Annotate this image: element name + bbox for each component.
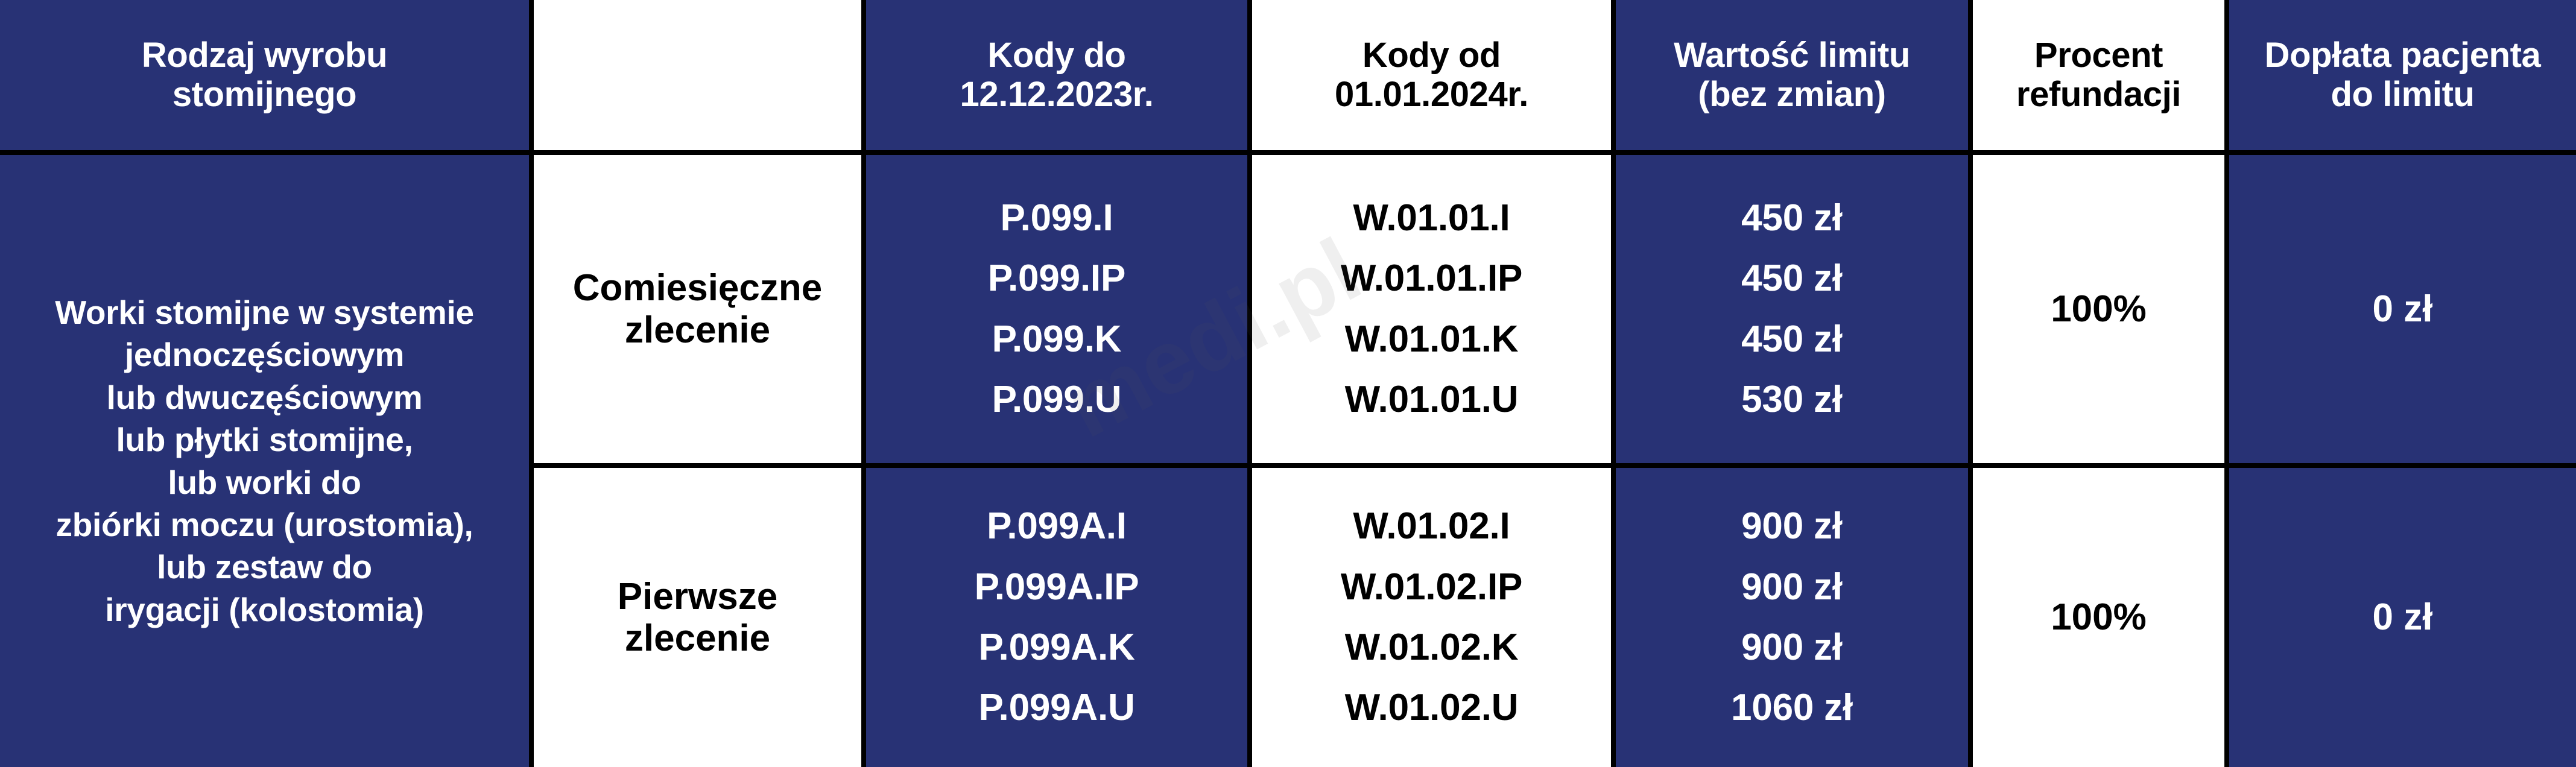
order-type-line: zlecenie xyxy=(624,309,771,351)
header-line: (bez zmian) xyxy=(1698,74,1886,114)
limit-value: 1060 zł xyxy=(1731,687,1853,729)
product-line: irygacji (kolostomia) xyxy=(105,590,424,628)
product-line: lub zestaw do xyxy=(157,548,372,586)
cell-codes-old-row1: P.099.I P.099.IP P.099.K P.099.U xyxy=(866,155,1247,463)
cell-codes-new-row2: W.01.02.I W.01.02.IP W.01.02.K W.01.02.U xyxy=(1252,468,1611,767)
limit-value: 450 zł xyxy=(1741,318,1843,360)
code-new: W.01.02.K xyxy=(1344,627,1519,668)
cell-refund-percent-row1: 100% xyxy=(1973,155,2224,463)
code-new: W.01.01.I xyxy=(1353,197,1510,239)
order-type-line: Comiesięczne xyxy=(572,267,823,309)
code-new: W.01.02.IP xyxy=(1340,566,1523,608)
code-old: P.099A.I xyxy=(987,505,1127,548)
cell-product-description: Worki stomijne w systemie jednoczęściowy… xyxy=(0,155,529,767)
header-line: stomijnego xyxy=(172,74,357,114)
code-old: P.099.I xyxy=(1000,197,1113,239)
product-line: jednoczęściowym xyxy=(124,336,405,374)
header-line: Kody do xyxy=(987,35,1126,75)
header-cell-patient-copay: Dopłata pacjenta do limitu xyxy=(2229,0,2576,150)
code-old: P.099.K xyxy=(992,318,1122,360)
limit-value: 900 zł xyxy=(1741,566,1843,608)
header-line: do limitu xyxy=(2331,74,2475,114)
limit-value: 530 zł xyxy=(1741,378,1843,420)
limit-value: 900 zł xyxy=(1741,505,1843,548)
cell-patient-copay-row1: 0 zł xyxy=(2229,155,2576,463)
header-cell-order-type xyxy=(534,0,861,150)
code-new: W.01.01.U xyxy=(1344,378,1519,420)
code-old: P.099A.K xyxy=(978,627,1135,668)
code-new: W.01.01.IP xyxy=(1340,257,1523,300)
header-cell-refund-percent: Procent refundacji xyxy=(1973,0,2224,150)
code-old: P.099.IP xyxy=(987,257,1126,300)
product-line: lub płytki stomijne, xyxy=(116,421,413,459)
header-cell-codes-old: Kody do 12.12.2023r. xyxy=(866,0,1247,150)
cell-limit-values-row2: 900 zł 900 zł 900 zł 1060 zł xyxy=(1616,468,1968,767)
table-row: Pierwsze zlecenie xyxy=(534,468,861,767)
cell-refund-percent-row2: 100% xyxy=(1973,468,2224,767)
limit-value: 900 zł xyxy=(1741,627,1843,668)
code-old: P.099A.U xyxy=(978,687,1135,729)
cell-codes-old-row2: P.099A.I P.099A.IP P.099A.K P.099A.U xyxy=(866,468,1247,767)
header-cell-codes-new: Kody od 01.01.2024r. xyxy=(1252,0,1611,150)
order-type-line: Pierwsze xyxy=(617,575,778,617)
code-old: P.099.U xyxy=(992,378,1122,420)
limit-value: 450 zł xyxy=(1741,257,1843,300)
code-old: P.099A.IP xyxy=(974,566,1139,608)
header-line: Wartość limitu xyxy=(1674,35,1910,75)
order-type-line: zlecenie xyxy=(624,617,771,659)
code-new: W.01.02.U xyxy=(1344,687,1519,729)
cell-patient-copay-row2: 0 zł xyxy=(2229,468,2576,767)
cell-limit-values-row1: 450 zł 450 zł 450 zł 530 zł xyxy=(1616,155,1968,463)
code-new: W.01.02.I xyxy=(1353,505,1510,548)
header-line: 12.12.2023r. xyxy=(960,74,1154,114)
header-cell-product-type: Rodzaj wyrobu stomijnego xyxy=(0,0,529,150)
cell-codes-new-row1: W.01.01.I W.01.01.IP W.01.01.K W.01.01.U xyxy=(1252,155,1611,463)
header-line: Procent xyxy=(2034,35,2163,75)
limit-value: 450 zł xyxy=(1741,197,1843,239)
table-row: Comiesięczne zlecenie xyxy=(534,155,861,463)
product-line: zbiórki moczu (urostomia), xyxy=(55,505,473,543)
header-line: 01.01.2024r. xyxy=(1335,74,1528,114)
header-line: Dopłata pacjenta xyxy=(2264,35,2541,75)
header-cell-limit-value: Wartość limitu (bez zmian) xyxy=(1616,0,1968,150)
product-line: lub worki do xyxy=(168,463,361,501)
header-line: refundacji xyxy=(2016,74,2182,114)
header-line: Kody od xyxy=(1362,35,1501,75)
code-new: W.01.01.K xyxy=(1344,318,1519,360)
product-line: lub dwuczęściowym xyxy=(106,378,423,416)
header-line: Rodzaj wyrobu xyxy=(141,35,388,75)
product-line: Worki stomijne w systemie xyxy=(55,293,474,331)
